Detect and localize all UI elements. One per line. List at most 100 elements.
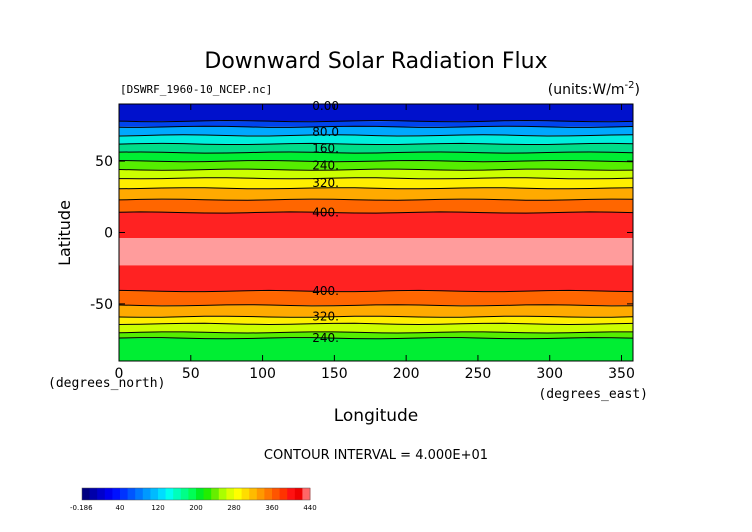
colorbar-label-5: 360: [265, 504, 278, 512]
contour-label-4: 320.: [312, 176, 339, 190]
units-label: (units:W/m-2): [548, 80, 640, 98]
contour-line-12: [118, 304, 634, 307]
colorbar-swatch-14: [188, 488, 197, 500]
contour-line-15: [118, 331, 633, 334]
colorbar-swatch-6: [127, 488, 136, 500]
colorbar-swatch-11: [165, 488, 174, 500]
colorbar-label-6: 440: [303, 504, 316, 512]
colorbar-swatch-20: [234, 488, 243, 500]
contour-bands: [119, 104, 633, 361]
colorbar-swatch-18: [218, 488, 227, 500]
colorbar-swatch-19: [226, 488, 235, 500]
colorbar-swatch-17: [211, 488, 220, 500]
colorbar-swatch-5: [120, 488, 129, 500]
contour-label-7: 320.: [312, 310, 339, 324]
colorbar-swatch-16: [203, 488, 212, 500]
x-unit-label: (degrees_east): [538, 387, 648, 402]
colorbar-swatch-3: [104, 488, 113, 500]
colorbar-label-2: 120: [151, 504, 164, 512]
contour-band-5: [119, 152, 633, 162]
contour-line-6: [118, 168, 634, 171]
contour-band-12: [119, 238, 633, 266]
contour-line-16: [118, 337, 634, 340]
contour-line-2: [118, 134, 634, 137]
x-tick-label-0: 0: [115, 366, 124, 382]
colorbar-label-0: -0.186: [70, 504, 93, 512]
x-tick-label-7: 350: [608, 366, 635, 382]
contour-band-18: [119, 332, 633, 339]
colorbar-frame: [81, 487, 311, 501]
x-tick-label-3: 150: [321, 366, 348, 382]
colorbar-swatch-0: [82, 488, 91, 500]
contour-band-2: [119, 126, 633, 136]
colorbar-swatch-29: [302, 488, 311, 500]
colorbar-swatch-28: [294, 488, 303, 500]
y-tick-label-2: 50: [95, 154, 113, 170]
colorbar-swatch-13: [180, 488, 189, 500]
colorbar-swatch-2: [97, 488, 106, 500]
contour-line-10: [118, 211, 634, 214]
contour-line-3: [118, 142, 634, 145]
colorbar-swatch-15: [196, 488, 205, 500]
y-tick-label-0: -50: [90, 297, 113, 313]
contour-band-15: [119, 305, 633, 317]
colorbar-swatch-1: [89, 488, 98, 500]
contour-line-14: [118, 322, 634, 326]
colorbar-label-1: 40: [116, 504, 125, 512]
contour-line-8: [118, 187, 634, 190]
contour-interval-text: CONTOUR INTERVAL = 4.000E+01: [264, 448, 488, 463]
x-tick-label-5: 250: [465, 366, 492, 382]
contour-line-7: [118, 177, 634, 180]
contour-band-13: [119, 265, 633, 292]
x-tick-label-1: 50: [182, 366, 200, 382]
contour-band-0: [119, 104, 633, 122]
colorbar-swatch-21: [241, 488, 250, 500]
colorbar-swatch-26: [279, 488, 288, 500]
colorbar-label-3: 200: [189, 504, 202, 512]
contour-band-1: [119, 121, 633, 127]
contour-line-4: [118, 151, 634, 154]
x-axis-ticks: 0 50 100 150 200 250 300 350: [115, 104, 635, 382]
colorbar-swatch-24: [264, 488, 273, 500]
y-axis-ticks: -50 0 50: [90, 154, 633, 313]
x-tick-label-2: 100: [249, 366, 276, 382]
file-label: [DSWRF_1960-10_NCEP.nc]: [120, 83, 272, 96]
colorbar-labels: -0.186 40 120 200 280 360 440: [70, 504, 317, 512]
colorbar-label-4: 280: [227, 504, 240, 512]
x-tick-label-6: 300: [536, 366, 563, 382]
contour-band-6: [119, 161, 633, 170]
contour-line-11: [118, 289, 634, 293]
colorbar-swatch-7: [135, 488, 144, 500]
contour-band-19: [119, 338, 633, 361]
chart-title: Downward Solar Radiation Flux: [204, 49, 547, 74]
contour-lines: [118, 119, 634, 340]
colorbar-swatch-23: [256, 488, 265, 500]
colorbar: [81, 487, 311, 501]
colorbar-swatch-27: [287, 488, 296, 500]
contour-band-14: [119, 291, 633, 306]
colorbar-swatch-25: [272, 488, 281, 500]
contour-band-7: [119, 169, 633, 179]
colorbar-swatch-10: [158, 488, 167, 500]
contour-band-16: [119, 316, 633, 324]
contour-line-9: [118, 198, 634, 201]
contour-line-1: [118, 125, 634, 128]
contour-label-5: 400.: [312, 206, 339, 220]
contour-label-8: 240.: [312, 331, 339, 345]
colorbar-swatch-12: [173, 488, 182, 500]
contour-line-0: [118, 119, 634, 123]
y-tick-label-1: 0: [104, 226, 113, 242]
contour-band-10: [119, 199, 633, 213]
colorbar-swatch-4: [112, 488, 121, 500]
contour-band-4: [119, 143, 633, 153]
colorbar-swatch-22: [249, 488, 258, 500]
y-unit-label: (degrees_north): [48, 376, 165, 391]
colorbar-swatch-8: [142, 488, 151, 500]
contour-label-1: 80.0: [312, 125, 339, 139]
contour-label-2: 160.: [312, 141, 339, 155]
contour-band-11: [119, 212, 633, 239]
x-tick-label-4: 200: [393, 366, 420, 382]
contour-line-13: [118, 315, 634, 318]
colorbar-swatch-9: [150, 488, 159, 500]
